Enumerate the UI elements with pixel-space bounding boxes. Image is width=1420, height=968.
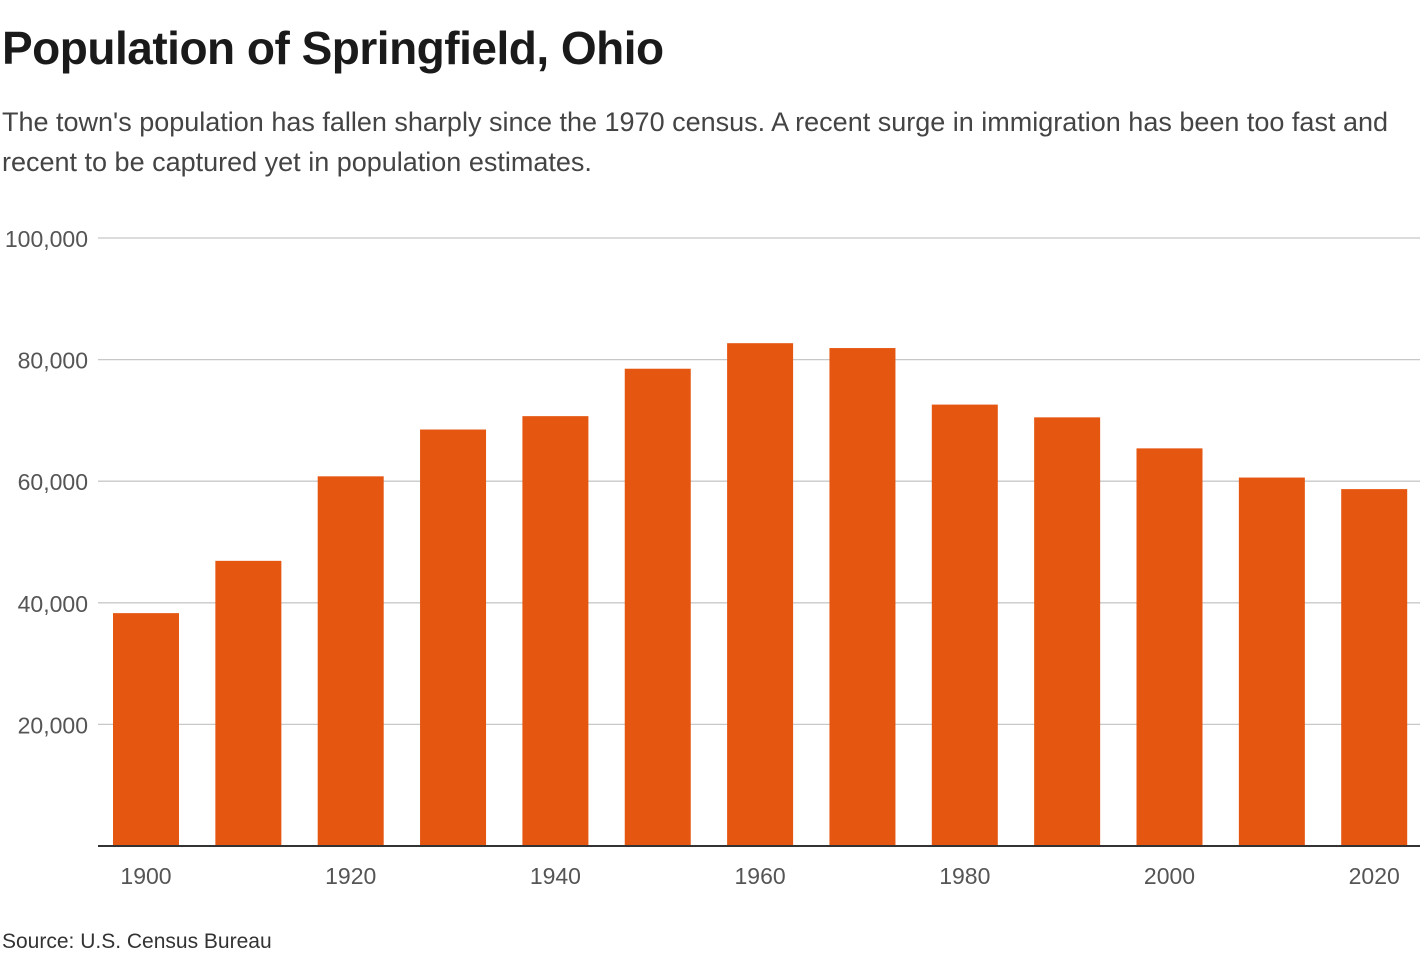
y-tick-label: 20,000	[18, 712, 88, 738]
x-axis-tick-labels: 1900 1920 1940 1960 1980 2000 2020	[120, 863, 1399, 889]
x-tick-label: 1940	[530, 863, 581, 889]
bar-2000	[1136, 448, 1203, 846]
bar-chart: 20,000 40,000 60,000 80,000 100,000 1900 1920…	[5, 226, 1420, 889]
bar-1920	[317, 476, 384, 846]
bar-1900	[113, 613, 179, 846]
bar-1960	[727, 343, 794, 846]
bar-1990	[1034, 417, 1101, 846]
x-tick-label: 1920	[325, 863, 376, 889]
x-tick-label: 1960	[735, 863, 786, 889]
x-tick-label: 1900	[120, 863, 171, 889]
y-tick-label: 60,000	[18, 469, 88, 495]
x-tick-label: 2020	[1349, 863, 1400, 889]
chart-title: Population of Springfield, Ohio	[2, 22, 664, 74]
x-tick-label: 1980	[939, 863, 990, 889]
y-tick-label: 100,000	[5, 226, 88, 252]
source-note: Source: U.S. Census Bureau	[2, 930, 272, 953]
y-tick-label: 80,000	[18, 348, 88, 374]
bar-1980	[931, 404, 998, 846]
chart-subtitle: The town's population has fallen sharply…	[2, 107, 1389, 177]
bar-2020	[1341, 489, 1408, 846]
y-tick-label: 40,000	[18, 591, 88, 617]
bar-1910	[215, 560, 282, 846]
bar-1970	[829, 348, 896, 846]
bar-1950	[624, 368, 691, 846]
bar-2010	[1238, 477, 1305, 846]
bar-1930	[420, 429, 487, 846]
y-axis-tick-labels: 20,000 40,000 60,000 80,000 100,000	[5, 226, 88, 738]
bars	[113, 343, 1408, 846]
x-tick-label: 2000	[1144, 863, 1195, 889]
bar-1940	[522, 416, 589, 846]
